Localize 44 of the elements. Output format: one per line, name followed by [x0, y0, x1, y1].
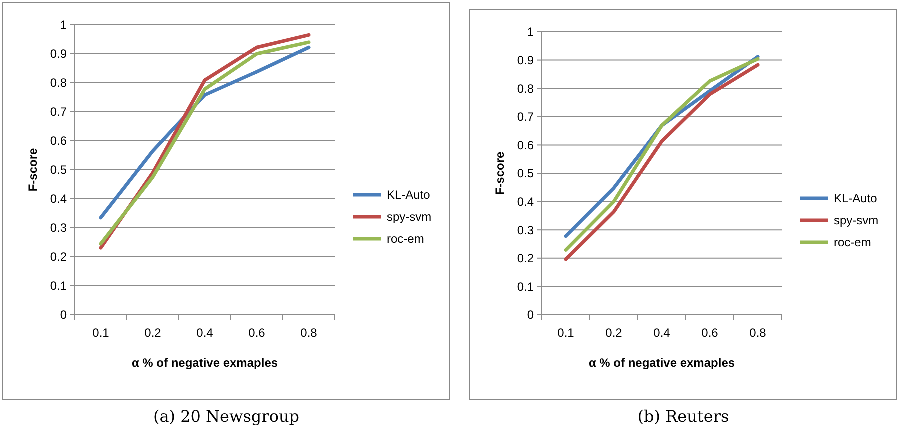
legend-label: KL-Auto [387, 188, 431, 202]
y-tick-label: 0.8 [50, 76, 68, 90]
text: (a) 20 Newsgroup [154, 407, 300, 426]
x-axis-title: α % of negative exmaples [132, 356, 278, 370]
y-axis-title: F-score [26, 148, 40, 192]
legend-label: roc-em [387, 232, 424, 246]
y-tick-label: 0.3 [50, 221, 68, 236]
text: (b) Reuters [638, 407, 730, 426]
x-tick-label: 0.1 [92, 326, 110, 340]
x-tick-label: 0.4 [654, 326, 671, 340]
y-tick-label: 0.8 [517, 82, 534, 96]
y-tick-label: 0.6 [517, 138, 534, 152]
y-axis-title: F-score [493, 152, 507, 196]
x-axis-title: α % of negative exmaples [588, 356, 736, 370]
y-tick-label: 0.4 [50, 192, 68, 206]
y-tick-label: 0.2 [50, 250, 68, 264]
y-tick-label: 1 [60, 18, 68, 32]
y-tick-label: 0.6 [50, 134, 68, 148]
x-tick-label: 0.1 [558, 326, 575, 340]
x-tick-label: 0.6 [702, 326, 719, 340]
x-tick-label: 0.8 [750, 326, 767, 340]
y-tick-label: 0.7 [517, 110, 534, 124]
y-tick-label: 0.7 [50, 105, 68, 120]
legend-label: spy-svm [834, 214, 879, 228]
x-tick-label: 0.8 [300, 326, 318, 340]
y-tick-label: 0.1 [517, 280, 534, 294]
y-tick-label: 0 [527, 308, 534, 322]
y-tick-label: 0.5 [50, 163, 68, 178]
x-tick-label: 0.4 [196, 326, 214, 340]
y-tick-label: 0.2 [517, 252, 534, 266]
x-tick-label: 0.2 [606, 326, 623, 340]
legend-label: KL-Auto [834, 192, 878, 206]
y-tick-label: 0.5 [517, 166, 534, 181]
y-tick-label: 0.3 [517, 223, 534, 238]
y-tick-label: 0.9 [517, 54, 534, 68]
legend-label: spy-svm [387, 210, 432, 224]
x-tick-label: 0.2 [144, 326, 162, 340]
y-tick-label: 0.9 [50, 47, 68, 62]
x-tick-label: 0.6 [248, 326, 266, 340]
y-tick-label: 0 [60, 308, 68, 322]
y-tick-label: 1 [527, 25, 534, 40]
legend-label: roc-em [834, 236, 872, 250]
y-tick-label: 0.4 [517, 195, 534, 209]
y-tick-label: 0.1 [50, 279, 68, 294]
